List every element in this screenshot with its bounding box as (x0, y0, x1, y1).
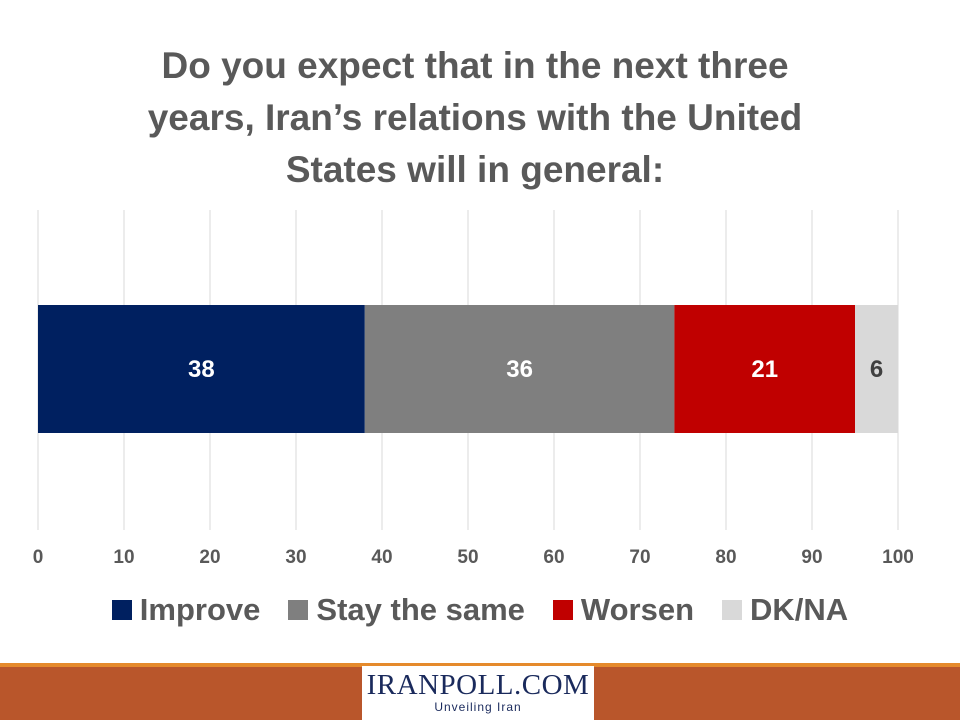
x-tick-label-30: 30 (285, 547, 306, 568)
logo-tagline: Unveiling Iran (434, 700, 522, 714)
data-label-dk-na: 6 (870, 356, 883, 383)
legend-label-worsen: Worsen (580, 592, 695, 627)
x-tick-label-90: 90 (801, 547, 822, 568)
chart-legend: Improve Stay the same Worsen DK/NA (0, 592, 960, 628)
data-label-improve: 38 (188, 356, 215, 383)
data-label-stay-the-same: 36 (506, 356, 533, 383)
legend-label-improve: Improve (139, 592, 261, 627)
iranpoll-logo[interactable]: IRANPOLL.COM Unveiling Iran (362, 666, 594, 720)
bar-segment-dk-na (855, 305, 898, 433)
x-tick-label-50: 50 (457, 547, 478, 568)
bar-segment-worsen (674, 305, 855, 433)
legend-swatch-stay-the-same (288, 600, 309, 620)
legend-item-worsen: Worsen (552, 592, 695, 628)
x-tick-label-40: 40 (371, 547, 392, 568)
legend-item-dk-na: DK/NA (722, 592, 848, 628)
chart-title-line-2: years, Iran’s relations with the United (147, 97, 803, 138)
legend-swatch-worsen (552, 600, 573, 620)
x-tick-label-10: 10 (113, 547, 134, 568)
bar-segment-improve (38, 305, 365, 433)
data-label-worsen: 21 (751, 356, 778, 383)
x-tick-label-60: 60 (543, 547, 564, 568)
chart-title-line-3: States will in general: (285, 149, 665, 190)
x-tick-label-70: 70 (629, 547, 650, 568)
legend-label-dk-na: DK/NA (750, 592, 849, 627)
logo-wordmark: IRANPOLL.COM (366, 669, 590, 701)
chart-title-line-1: Do you expect that in the next three (161, 45, 789, 86)
legend-item-stay-the-same: Stay the same (288, 592, 525, 628)
x-tick-label-100: 100 (882, 547, 914, 568)
legend-label-stay-the-same: Stay the same (316, 592, 525, 627)
legend-swatch-improve (111, 600, 132, 620)
x-tick-label-80: 80 (715, 547, 736, 568)
bar-segment-stay-the-same (364, 305, 675, 433)
legend-item-improve: Improve (111, 592, 261, 628)
chart-title: Do you expect that in the next three yea… (80, 40, 870, 196)
x-tick-label-0: 0 (33, 547, 44, 568)
legend-swatch-dk-na (722, 600, 743, 620)
x-tick-label-20: 20 (199, 547, 220, 568)
